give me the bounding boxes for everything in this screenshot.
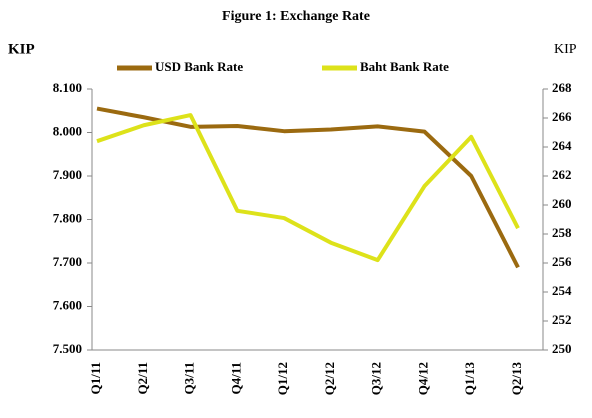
- y2-tick-label: 262: [552, 167, 572, 182]
- x-tick-label: Q1/11: [88, 362, 103, 395]
- x-tick-label: Q2/11: [135, 362, 150, 395]
- y2-tick-label: 264: [552, 138, 572, 153]
- series-line: [96, 113, 520, 263]
- y2-tick-label: 254: [552, 283, 572, 298]
- legend-label: USD Bank Rate: [155, 59, 243, 74]
- x-tick-label: Q4/12: [415, 362, 430, 395]
- chart-title: Figure 1: Exchange Rate: [222, 9, 370, 24]
- x-tick-label: Q4/11: [228, 362, 243, 395]
- y2-tick-label: 260: [552, 196, 572, 211]
- y-tick-label: 7.900: [53, 167, 82, 182]
- series-line: [96, 106, 520, 269]
- x-tick-label: Q3/12: [369, 362, 384, 395]
- y2-tick-label: 268: [552, 80, 572, 95]
- y2-tick-label: 258: [552, 225, 572, 240]
- x-tick-label: Q1/12: [275, 362, 290, 395]
- x-tick-label: Q2/13: [509, 362, 524, 396]
- y-tick-label: 7.700: [53, 254, 82, 269]
- y-tick-label: 7.800: [53, 210, 82, 225]
- y2-tick-label: 266: [552, 109, 572, 124]
- y-tick-label: 7.600: [53, 297, 82, 312]
- y-tick-label: 8.100: [53, 80, 82, 95]
- y-tick-label: 8.000: [53, 123, 82, 138]
- y2-axis-label: KIP: [554, 42, 577, 57]
- y2-tick-label: 256: [552, 254, 572, 269]
- legend-label: Baht Bank Rate: [360, 59, 449, 74]
- y-tick-label: 7.500: [53, 341, 82, 356]
- x-tick-label: Q1/13: [462, 362, 477, 396]
- x-tick-label: Q3/11: [182, 362, 197, 395]
- y2-tick-label: 252: [552, 312, 572, 327]
- y2-tick-label: 250: [552, 341, 572, 356]
- x-tick-label: Q2/12: [322, 362, 337, 395]
- y-axis-label: KIP: [8, 41, 35, 57]
